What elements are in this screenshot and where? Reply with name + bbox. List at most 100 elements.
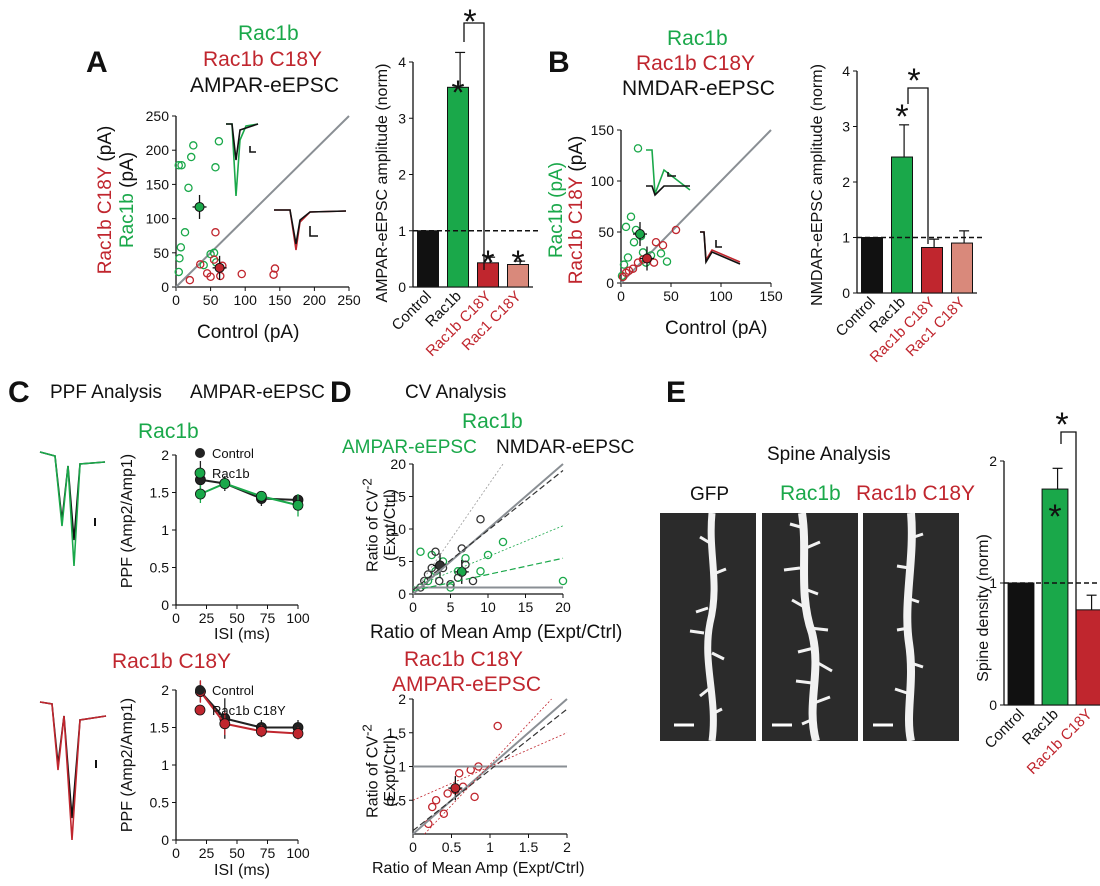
d-bottom-point [454,769,464,778]
b-scatter-mean-point [642,253,652,264]
a-scatter-point [189,141,198,150]
spine-image-gfp [660,513,756,741]
b-scatter-point [621,222,631,232]
trace-c-rac1b [39,451,106,567]
d-bottom-xtick-label: 1 [486,839,494,855]
d-top-ytick-label: 15 [390,489,406,505]
c-rac1b-point [219,478,231,489]
e-img-c18y-label: Rac1b C18Y [856,482,976,505]
a-scatter-ytick-label: 0 [161,279,169,295]
b-scatter-point [624,266,634,276]
panel-label-b: B [548,46,570,79]
c-c18y-xtick-label: 100 [286,845,310,861]
b-scatter-xtick-label: 100 [709,288,733,304]
c-rac1b-ytick-label: 2 [161,447,169,463]
c-c18y-ytick-label: 0 [161,832,169,848]
a-scatter-point [184,183,193,193]
d-xlabel-bottom: Ratio of Mean Amp (Expt/Ctrl) [372,860,585,877]
c-rac1b-xtick-label: 0 [172,610,180,626]
d-top-point [483,550,493,560]
d-bottom-point [427,802,437,812]
c-c18y-series-line [199,690,299,735]
e-bar-bar [1007,582,1035,706]
a-scatter-point [180,228,190,237]
a-bar-ytick-label: 3 [398,110,406,126]
d-bottom-xtick-label: 1.5 [519,839,539,855]
d-top-xtick-label: 0 [409,599,417,615]
c-rac1b-point [255,490,267,502]
c-c18y-xtick-label: 25 [199,845,215,861]
d-top-point [434,576,444,586]
a-title-ampar: AMPAR-eEPSC [190,74,339,97]
c-rac1b-xtick-label: 50 [229,610,245,626]
c-c18y-series-line [199,690,298,729]
dendrite-rac1b [772,513,833,741]
d-top-point [431,547,440,557]
a-scatter-point [186,152,196,162]
a-bar-bar [477,262,499,288]
d-top-ytick-label: 20 [390,456,406,472]
trace-b-rac1b [646,149,691,197]
d-bottom-ci-upper [424,698,552,835]
a-scatter-xtick-label: 0 [172,292,180,308]
a-scatter-point [211,163,220,172]
dendrite-c18y [873,513,924,741]
d-bottom-xtick-label: 0.5 [442,839,462,855]
e-bar-ytick-label: 0 [989,697,997,713]
d-top-ytick-label: 10 [390,521,406,537]
c-rac1b-xtick-label: 75 [260,610,276,626]
c-sub-rac1b: Rac1b [138,420,199,443]
b-star-bracket: * [907,62,920,100]
a-scatter-point [209,255,219,264]
b-scatter-ytick-label: 100 [591,173,615,189]
b-scatter-mean-point [635,229,645,240]
c-rac1b-point [194,488,206,500]
a-star-bracket: * [463,3,476,41]
b-bar-ytick-label: 1 [842,230,850,246]
c-rac1b-legend-expt-marker [194,467,206,479]
d-bottom-ytick-label: 0.5 [387,792,407,808]
e-bar-bar [1041,488,1069,706]
e-title: Spine Analysis [767,444,891,465]
d-bottom-fit [412,708,568,832]
d-top-ytick-label: 5 [398,554,406,570]
a-scatter-ytick-label: 200 [146,142,170,158]
d-top-fit-ampar [412,557,564,592]
b-scatter-xtick-label: 0 [617,288,625,304]
d-bottom-ytick-label: 2 [398,691,406,707]
c-rac1b-ytick-label: 1 [161,522,169,538]
b-scatter-ytick-label: 150 [591,122,615,138]
d-sub-ampar2: AMPAR-eEPSC [392,673,541,696]
a-scatter-point [195,260,205,269]
d-top-fit-nmdar [412,470,564,591]
c-rac1b-series-line [200,478,299,501]
trace-c-c18y [39,701,107,841]
d-bottom-point [443,789,452,798]
c-sub-c18y: Rac1b C18Y [112,650,232,673]
a-scatter-point [185,275,195,285]
c-c18y-point [219,718,231,730]
c-legend-control: Control [212,446,254,461]
b-scatter-point [633,144,643,153]
d-bottom-xtick-label: 0 [409,839,417,855]
a-scatter-xtick-label: 100 [234,292,258,308]
b-scatter-point [628,264,638,273]
trace-a-c18y [274,209,347,251]
c-c18y-ytick-label: 1.5 [150,720,170,736]
d-top-xtick-label: 10 [480,599,496,615]
d-bottom-point [431,796,441,805]
d-top-point [427,563,436,573]
d-top-xtick-label: 15 [518,599,534,615]
e-bar-ytick-label: 1 [989,575,997,591]
a-scatter-xtick-label: 50 [203,292,219,308]
a-scatter-ytick-label: 100 [146,211,170,227]
c-rac1b-ytick-label: 1.5 [150,485,170,501]
d-sub-c18y: Rac1b C18Y [404,648,524,671]
b-bar-ytick-label: 0 [842,285,850,301]
a-scatter-unity-line [175,115,350,288]
c-rac1b-xtick-label: 100 [286,610,310,626]
d-top-point [558,576,568,586]
b-scatter-point [626,212,636,221]
e-img-rac1b-label: Rac1b [780,482,841,505]
b-scatter-xtick-label: 50 [663,288,679,304]
